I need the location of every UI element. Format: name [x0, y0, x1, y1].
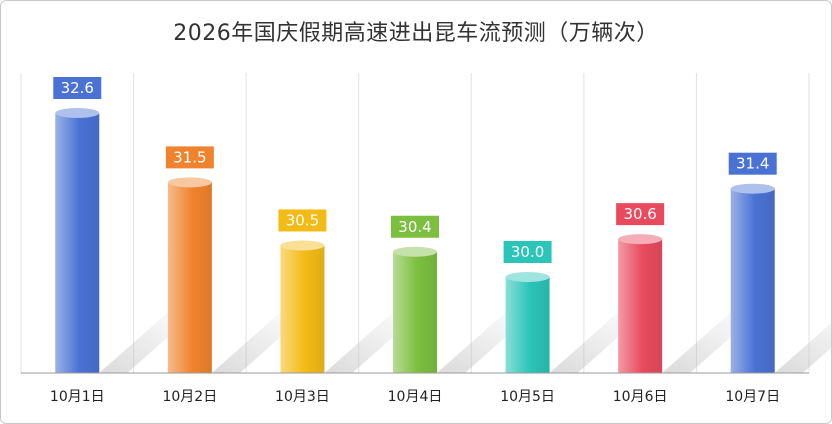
value-label: 30.4 [398, 218, 431, 236]
value-label-box [278, 209, 327, 232]
value-label-box [53, 77, 102, 99]
value-label: 30.0 [511, 243, 544, 261]
x-tick-label: 10月5日 [500, 389, 555, 405]
bar [730, 188, 775, 373]
value-label: 31.4 [736, 155, 769, 173]
value-label: 30.6 [623, 205, 656, 223]
bar-cap [55, 108, 100, 118]
x-tick-label: 10月3日 [275, 389, 330, 405]
value-label: 31.5 [173, 148, 206, 166]
value-label: 32.6 [61, 79, 94, 97]
bar-cap [618, 234, 663, 245]
bar-cap [280, 240, 325, 251]
x-tick-label: 10月6日 [613, 389, 668, 405]
bar-cap [730, 183, 775, 194]
x-tick-label: 10月7日 [725, 389, 780, 405]
bar-cap [393, 246, 437, 257]
bar-shadow [774, 323, 831, 373]
value-label-box [165, 146, 214, 169]
bar-cap [505, 272, 550, 282]
bar [505, 277, 550, 373]
x-tick-label: 10月1日 [50, 389, 105, 405]
bar [618, 239, 663, 373]
value-label: 30.5 [286, 211, 319, 229]
bar [55, 113, 100, 373]
x-tick-label: 10月2日 [162, 389, 217, 405]
bar [393, 251, 437, 373]
bar [167, 182, 212, 373]
x-tick-label: 10月4日 [388, 389, 443, 405]
value-label-box [616, 203, 665, 226]
value-label-box [503, 241, 552, 263]
value-label-box [728, 152, 777, 175]
chart-title: 2026年国庆假期高速进出昆车流预测（万辆次） [173, 21, 659, 46]
value-label-box [391, 215, 439, 238]
bar-cap [167, 177, 212, 188]
bar [280, 245, 325, 373]
